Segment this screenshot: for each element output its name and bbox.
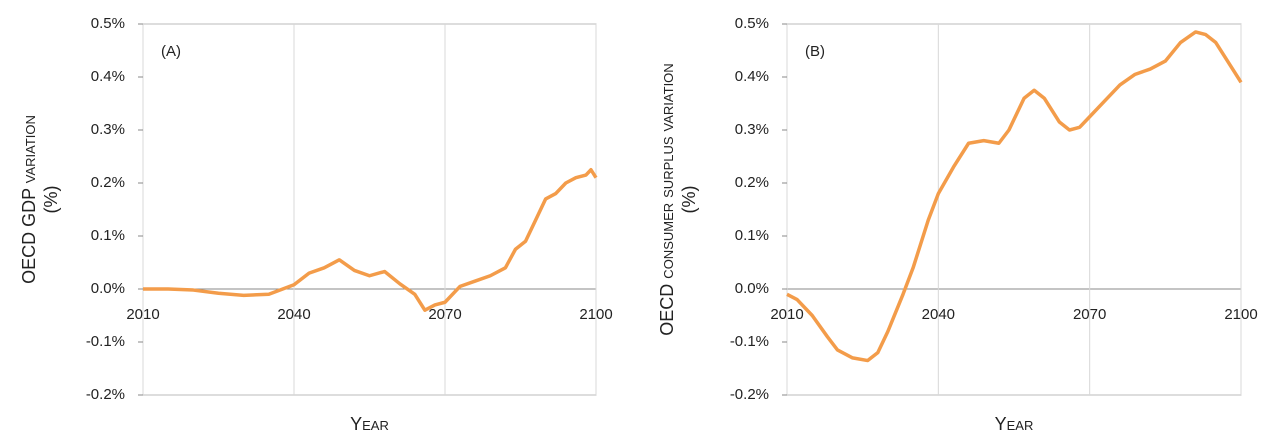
x-axis-label: Year [350, 414, 389, 434]
y-axis-label: (%) [41, 186, 61, 214]
x-tick-label: 2040 [277, 306, 310, 323]
y-tick-label: 0.4% [91, 68, 125, 85]
annotation: (B) [805, 43, 825, 60]
y-tick-label: -0.1% [86, 333, 125, 350]
x-axis-label: Year [995, 414, 1034, 434]
plot-frame [786, 23, 1242, 396]
data-line [786, 30, 1243, 363]
y-tick-label: -0.1% [730, 333, 769, 350]
y-tick-label: 0.0% [91, 280, 125, 297]
x-tick-label: 2100 [1224, 306, 1257, 323]
y-tick-label: -0.2% [730, 386, 769, 403]
y-tick-label: 0.5% [735, 15, 769, 32]
y-tick-label: 0.1% [735, 227, 769, 244]
data-line [143, 168, 598, 312]
x-tick-label: 2070 [1073, 306, 1106, 323]
y-tick-label: 0.3% [91, 121, 125, 138]
x-tick-label: 2010 [770, 306, 803, 323]
y-tick-label: 0.3% [735, 121, 769, 138]
y-axis-label: (%) [679, 186, 699, 214]
y-axis-label: OECD consumer surplus variation [657, 63, 677, 335]
annotation: (A) [161, 43, 181, 60]
y-tick-label: 0.2% [735, 174, 769, 191]
y-axis-label: OECD GDP variation [19, 115, 39, 284]
x-tick-label: 2010 [126, 306, 159, 323]
y-tick-label: 0.1% [91, 227, 125, 244]
y-tick-label: 0.4% [735, 68, 769, 85]
y-tick-label: -0.2% [86, 386, 125, 403]
x-tick-label: 2100 [579, 306, 612, 323]
x-tick-label: 2070 [428, 306, 461, 323]
y-tick-label: 0.5% [91, 15, 125, 32]
y-tick-label: 0.0% [735, 280, 769, 297]
x-tick-label: 2040 [922, 306, 955, 323]
y-tick-label: 0.2% [91, 174, 125, 191]
plot-frame [142, 23, 597, 396]
